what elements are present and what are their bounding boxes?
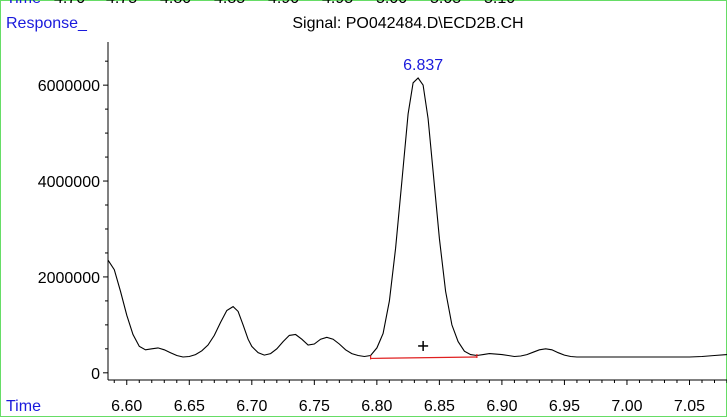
x-tick-label: 7.00	[611, 398, 642, 415]
peak-retention-label: 6.837	[403, 57, 443, 74]
y-tick-label: 2000000	[38, 270, 100, 287]
top-axis-labels: Time 4.70 4.75 4.80 4.85 4.90 4.95 5.00 5.05 5.10	[6, 0, 515, 7]
top-axis-label: 4.95	[322, 0, 353, 7]
y-tick-label: 0	[91, 366, 100, 383]
x-tick-label: 6.80	[361, 398, 392, 415]
y-axis-label: Response_	[6, 15, 88, 32]
integration-baseline	[370, 356, 477, 360]
x-tick-label: 6.90	[486, 398, 517, 415]
plot-area: 6.837	[107, 57, 727, 360]
x-axis-label: Time	[6, 398, 41, 415]
x-tick-label: 6.95	[549, 398, 580, 415]
top-axis-label: 4.80	[160, 0, 191, 7]
y-axis-ticks: 0 2000000 4000000 6000000	[38, 60, 108, 383]
x-tick-label: 6.65	[174, 398, 205, 415]
x-tick-label: 6.75	[299, 398, 330, 415]
chart-title: Signal: PO042484.D\ECD2B.CH	[292, 15, 523, 32]
top-axis-label: Time	[6, 0, 41, 7]
top-axis-label: 4.75	[106, 0, 137, 7]
top-axis-label: 4.70	[54, 0, 85, 7]
top-axis-label: 5.10	[484, 0, 515, 7]
top-axis-label: 4.85	[214, 0, 245, 7]
top-axis-label: 5.00	[376, 0, 407, 7]
x-axis-ticks: 6.60 6.65 6.70 6.75 6.80 6.85 6.90 6.95 7.00 7.05	[111, 380, 727, 415]
x-tick-label: 6.85	[424, 398, 455, 415]
x-tick-label: 6.70	[236, 398, 267, 415]
x-tick-label: 7.05	[674, 398, 705, 415]
x-tick-label: 6.60	[111, 398, 142, 415]
signal-trace	[107, 77, 727, 358]
y-tick-label: 6000000	[38, 78, 100, 95]
y-tick-label: 4000000	[38, 174, 100, 191]
top-axis-label: 4.90	[268, 0, 299, 7]
top-axis-label: 5.05	[430, 0, 461, 7]
